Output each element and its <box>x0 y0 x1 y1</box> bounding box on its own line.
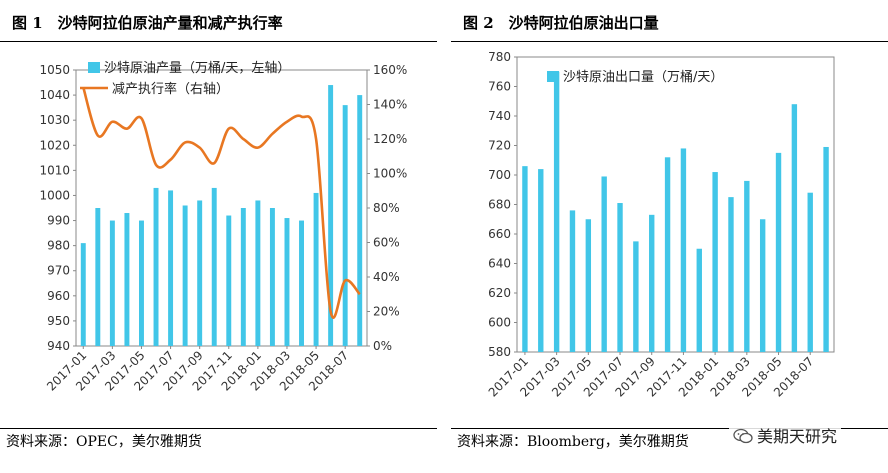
bar <box>744 180 750 352</box>
y-tick-label: 780 <box>488 50 511 64</box>
chart-panel-1: 图 1 沙特阿拉伯原油产量和减产执行率 940 950 960 970 980 990 10… <box>0 0 437 473</box>
top-rule <box>451 41 888 42</box>
chart-2-svg: 5806006206406606807007207407607802017-01… <box>486 50 835 400</box>
bar <box>553 71 560 352</box>
y2-tick-label: 60% <box>373 236 400 250</box>
bar <box>664 157 671 352</box>
bar <box>728 197 734 352</box>
y2-tick-label: 120% <box>373 132 407 146</box>
bar <box>182 205 188 346</box>
y-tick-label: 740 <box>488 109 511 123</box>
bar <box>357 95 363 346</box>
bar <box>197 200 203 346</box>
y2-tick-label: 100% <box>373 167 407 181</box>
legend-item: 沙特原油出口量（万桶/天） <box>547 70 723 85</box>
legend-label: 减产执行率（右轴） <box>112 81 229 97</box>
bar <box>109 220 115 346</box>
bar <box>617 203 623 352</box>
source-note: 资料来源：OPEC，美尔雅期货 <box>6 434 202 450</box>
plot-area <box>75 69 368 347</box>
bar <box>299 220 304 346</box>
y2-tick-label: 0% <box>373 339 392 353</box>
bar <box>342 105 348 346</box>
legend-label: 沙特原油产量（万桶/天，左轴） <box>104 61 290 76</box>
bar <box>95 208 101 346</box>
bar <box>601 176 607 352</box>
chart-1-svg: 940 950 960 970 980 990 1000 1010 1020 1030 1040 10… <box>39 61 407 394</box>
y-tick-label: 700 <box>488 168 511 182</box>
y-tick-label: 1050 <box>39 63 70 77</box>
bar <box>80 243 86 346</box>
bar <box>139 220 144 346</box>
bar <box>696 248 702 352</box>
bar <box>284 218 290 346</box>
legend-label: 沙特原油出口量（万桶/天） <box>563 70 723 85</box>
y-tick-label: 1040 <box>39 88 70 102</box>
bar <box>269 208 275 346</box>
bar <box>240 208 246 346</box>
y2-tick-label: 140% <box>373 98 407 112</box>
y-tick-label: 660 <box>488 227 511 241</box>
y-tick-label: 970 <box>47 264 70 278</box>
y2-tick-label: 160% <box>373 63 407 77</box>
bar <box>807 192 813 352</box>
legend-item: 沙特原油产量（万桶/天，左轴） <box>88 61 290 76</box>
y-tick-label: 940 <box>47 339 70 353</box>
chart-title: 图 1 沙特阿拉伯原油产量和减产执行率 <box>12 14 283 32</box>
legend-item: 减产执行率（右轴） <box>80 81 229 97</box>
bar <box>823 146 829 352</box>
chart-title: 图 2 沙特阿拉伯原油出口量 <box>463 14 659 32</box>
bottom-rule <box>451 428 888 429</box>
bar <box>168 190 174 346</box>
bar <box>124 213 130 346</box>
watermark-text: 美期天研究 <box>757 427 838 446</box>
y-tick-label: 620 <box>488 286 511 300</box>
y-tick-label: 720 <box>488 139 511 153</box>
bar <box>153 187 159 346</box>
bar <box>712 172 718 352</box>
line-series <box>82 86 361 319</box>
bottom-rule <box>0 428 437 429</box>
bar <box>538 169 544 352</box>
y-tick-label: 1010 <box>39 163 70 177</box>
y2-tick-label: 20% <box>373 305 400 319</box>
y-tick-label: 640 <box>488 257 511 271</box>
bar <box>759 219 766 352</box>
bar <box>255 200 261 346</box>
y-tick-label: 950 <box>47 314 70 328</box>
bar <box>328 85 334 347</box>
bar <box>775 152 782 352</box>
y-tick-label: 760 <box>488 80 511 94</box>
y-tick-label: 580 <box>488 345 511 359</box>
legend-swatch <box>547 71 559 82</box>
source-note: 资料来源：Bloomberg，美尔雅期货 <box>457 434 689 450</box>
top-rule <box>0 41 437 42</box>
y-tick-label: 600 <box>488 316 511 330</box>
bar <box>313 192 319 346</box>
y-tick-label: 1030 <box>39 113 70 127</box>
bar <box>569 210 576 352</box>
y-tick-label: 980 <box>47 239 70 253</box>
bar <box>211 187 217 346</box>
legend-swatch <box>88 62 100 73</box>
bar <box>791 104 798 352</box>
y2-tick-label: 80% <box>373 201 400 215</box>
bar <box>649 214 655 352</box>
y-tick-label: 1000 <box>39 188 70 202</box>
y2-tick-label: 40% <box>373 270 400 284</box>
bar <box>585 219 592 352</box>
plot-area <box>516 56 835 353</box>
bar <box>680 148 687 352</box>
watermark: 美期天研究 <box>729 421 842 449</box>
y-tick-label: 990 <box>47 214 70 228</box>
y-tick-label: 960 <box>47 289 70 303</box>
bar <box>522 166 528 352</box>
y-tick-label: 680 <box>488 198 511 212</box>
wechat-icon <box>733 428 753 444</box>
bar <box>633 241 639 352</box>
chart-panel-2: 图 2 沙特阿拉伯原油出口量 580 600 620 640 660 680 700 720 7… <box>451 0 888 473</box>
y-tick-label: 1020 <box>39 138 70 152</box>
bar <box>226 215 232 346</box>
